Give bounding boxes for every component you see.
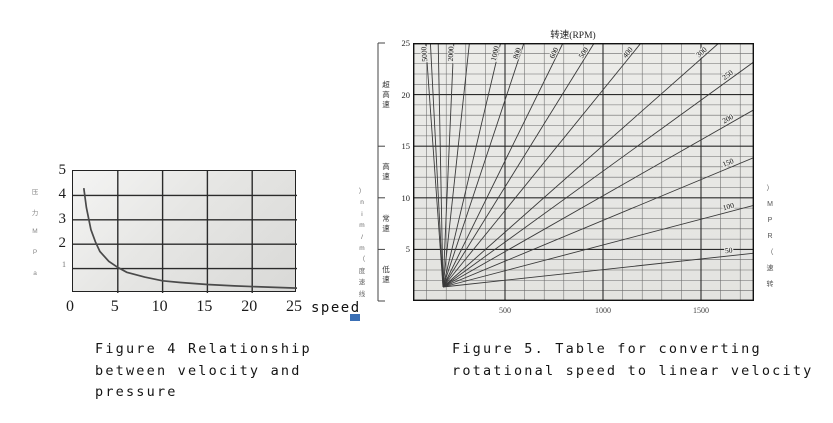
fig5-plot-area: 5000 2000 1000 800 600 500 400 300 250 200 150 100 5… [412,42,755,302]
vertical-char: 低 [382,265,390,275]
vertical-char: i [361,210,363,218]
fig4-x-tick-labels: 0 5 10 15 20 25 [0,298,360,320]
vertical-char: 转 [766,281,774,288]
fig4-chart [73,171,297,293]
speed-zone-label: 常速 [381,214,391,234]
vertical-char: （ [766,249,774,256]
y-tick-label: 1 [62,259,66,269]
vertical-char: 速 [382,99,390,109]
x-tick-label: 1000 [595,306,611,315]
y-tick-label: 10 [401,192,411,203]
y-tick-label: 5 [405,244,410,255]
x-tick-label: 15 [196,298,213,315]
svg-text:100: 100 [722,201,735,213]
fig5-y-tick-labels: 25 20 15 10 5 [390,38,411,258]
y-tick-label: 25 [401,38,411,48]
x-tick-label: 20 [241,298,258,315]
fig4-caption-line1: Figure 4 Relationship [95,341,312,357]
fig4-pressure-curve [82,187,297,289]
fig5-left-axis-vertical-label: ） n i m / m （度速线 [356,186,368,300]
fig5-x-tick-labels: 500 1000 1500 [0,306,833,322]
fig5-rpm-line-labels: 5000 2000 1000 800 600 500 400 3002502001501005… [418,44,736,257]
vertical-char: M [767,201,773,208]
svg-text:800: 800 [511,46,523,60]
x-tick-label: 1500 [693,306,709,315]
speed-zone-label: 高速 [381,162,391,182]
fig5-right-axis-vertical-label: ） M P R （ 速转 [764,181,776,293]
fig5-caption-line1: Figure 5. Table for converting [452,341,762,357]
vertical-char: m [359,222,365,230]
vertical-char: / [361,233,363,241]
vertical-char: 速 [382,223,390,233]
y-tick-label: 15 [401,141,411,152]
svg-text:600: 600 [547,46,560,60]
vertical-char: a [33,270,37,277]
x-tick-label: 500 [499,306,511,315]
svg-text:200: 200 [721,112,735,126]
speed-zone-label: 低速 [381,265,391,285]
vertical-char: （ [358,256,366,264]
vertical-char: m [359,244,365,252]
svg-text:500: 500 [577,45,591,60]
blue-scan-artifact [350,314,360,321]
svg-text:5000: 5000 [419,46,429,62]
x-tick-label: 5 [110,298,119,315]
y-tick-label: 5 [58,162,67,178]
y-tick-label: 3 [58,210,67,227]
vertical-char: 常 [382,213,390,223]
svg-text:300: 300 [694,45,709,59]
fig5-speed-zone-bracket [377,42,385,302]
vertical-char: 压 [31,189,39,196]
fig5-grid-major [413,43,754,301]
x-tick-label: 10 [151,298,168,315]
vertical-char: 线 [358,290,366,298]
svg-text:1000: 1000 [489,45,501,62]
speed-zone-label: 超高速 [381,80,391,110]
vertical-char: 高 [382,89,390,99]
svg-text:250: 250 [720,68,735,82]
vertical-char: R [767,233,773,240]
fig4-plot-area [72,170,297,293]
y-tick-label: 4 [58,186,67,203]
vertical-char: 力 [31,210,39,217]
fig4-caption: Figure 4 Relationship between velocity a… [95,339,312,404]
vertical-char: 速 [358,279,366,287]
vertical-char: 速 [766,265,774,272]
y-tick-label: 2 [58,235,67,252]
vertical-char: 速 [382,172,390,181]
fig5-chart: 5000 2000 1000 800 600 500 400 3002502001501005… [412,42,755,302]
svg-text:50: 50 [725,246,734,256]
fig4-y-tick-labels: 5 4 3 2 1 [42,162,67,292]
fig5-grid-minor [413,43,754,301]
vertical-char: 度 [358,267,366,275]
vertical-char: ） [358,188,366,195]
vertical-char: 速 [382,275,390,285]
fig4-grid [73,171,297,293]
vertical-char: 高 [382,162,390,171]
fig4-caption-line3: pressure [95,384,178,400]
fig4-x-axis-label: speed [311,300,361,316]
fig5-plot-border [412,42,755,302]
fig5-top-axis-title: 转速(RPM) [550,31,596,41]
vertical-char: ） [766,185,774,192]
vertical-char: P [32,249,38,256]
vertical-char: n [360,199,364,207]
vertical-char: M [32,228,38,235]
fig5-caption: Figure 5. Table for converting rotationa… [452,339,813,382]
fig5-caption-line2: rotational speed to linear velocity [452,362,814,379]
svg-text:2000: 2000 [446,46,456,62]
y-tick-label: 20 [401,89,411,100]
x-tick-label: 25 [286,298,302,315]
fig4-caption-line2: between velocity and [95,362,302,379]
x-tick-label: 0 [66,298,74,315]
fig5-rpm-lines [425,42,755,288]
vertical-char: 超 [382,79,390,89]
vertical-char: P [767,217,773,224]
